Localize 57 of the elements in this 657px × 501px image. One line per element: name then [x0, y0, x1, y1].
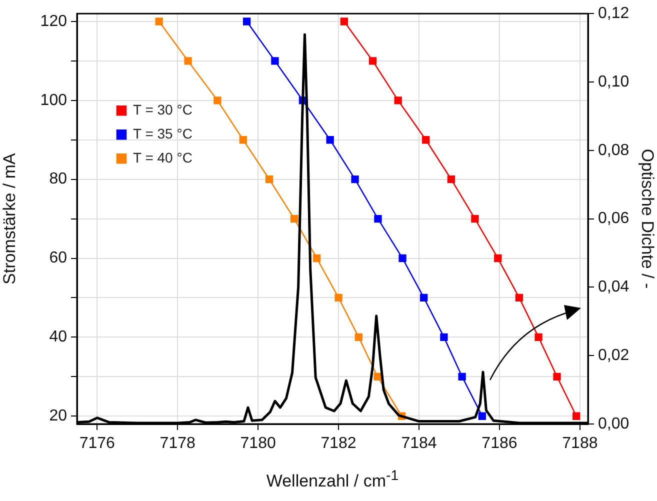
point — [478, 412, 486, 420]
legend-label: T = 30 °C — [133, 101, 192, 118]
point — [553, 372, 561, 380]
point — [440, 333, 448, 342]
y2-tick-label: 0,12 — [598, 5, 630, 22]
y-tick-label: 120 — [40, 12, 68, 30]
point — [572, 412, 580, 420]
x-tick-label: 7184 — [401, 435, 437, 452]
point — [184, 57, 192, 65]
point — [334, 294, 342, 302]
point — [374, 372, 382, 380]
point — [494, 254, 502, 262]
y2-tick-label: 0,00 — [598, 415, 630, 432]
y-tick-label: 20 — [49, 408, 68, 425]
y2-tick-label: 0,02 — [598, 347, 630, 364]
point — [271, 57, 279, 65]
x-tick-label: 7176 — [79, 435, 116, 452]
x-tick-label: 7180 — [240, 435, 276, 452]
point — [534, 333, 542, 342]
legend-label: T = 40 °C — [133, 149, 192, 166]
x-tick-label: 7178 — [160, 435, 196, 452]
point — [214, 96, 222, 104]
point — [312, 254, 321, 262]
point — [354, 333, 362, 342]
y-tick-label: 60 — [49, 250, 68, 267]
point — [394, 96, 402, 104]
point — [447, 176, 456, 184]
point — [290, 214, 298, 223]
point — [326, 136, 334, 144]
point — [422, 136, 430, 144]
point — [515, 294, 524, 302]
point — [458, 372, 466, 380]
y2-tick-label: 0,04 — [598, 278, 630, 296]
point — [265, 176, 274, 184]
point — [242, 18, 251, 26]
x-axis-title: Wellenzahl / cm$^{-1}$ — [265, 468, 400, 492]
x-tick-label: 7186 — [482, 435, 518, 452]
legend-label: T = 35 °C — [133, 125, 192, 142]
point — [340, 18, 348, 26]
point — [155, 18, 163, 26]
point — [351, 176, 359, 184]
y-tick-label: 100 — [40, 92, 68, 109]
x-tick-label: 7182 — [320, 435, 356, 452]
point — [471, 214, 479, 223]
y-tick-label: 80 — [49, 170, 68, 188]
y2-axis-title: Optische Dichte / - — [638, 148, 657, 289]
y2-tick-label: 0,10 — [598, 73, 630, 90]
y2-tick-label: 0,06 — [598, 210, 630, 228]
x-tick-label: 7188 — [562, 435, 598, 452]
y-tick-label: 40 — [49, 328, 68, 346]
point — [420, 294, 428, 302]
y-axis-title: Stromstärke / mA — [0, 152, 19, 284]
point — [368, 57, 377, 65]
point — [398, 254, 406, 262]
y2-tick-label: 0,08 — [598, 142, 630, 159]
point — [374, 214, 382, 223]
point — [239, 136, 248, 144]
